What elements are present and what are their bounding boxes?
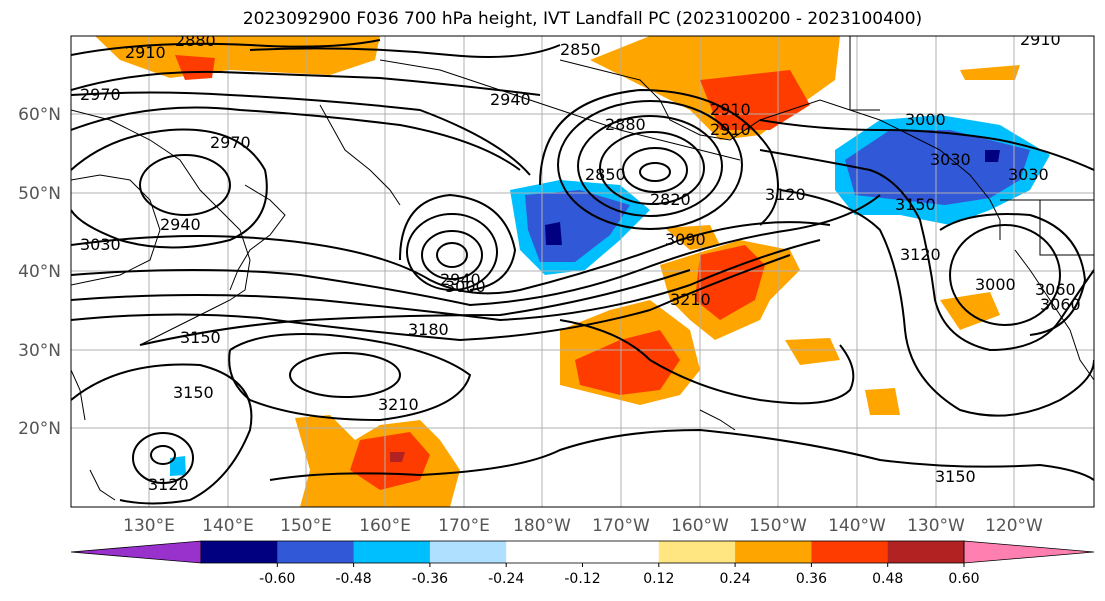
contour-label: 3060	[1035, 280, 1076, 299]
contour-label: 2940	[160, 215, 201, 234]
colorbar-swatch	[811, 541, 889, 563]
colorbar-swatch	[735, 541, 812, 563]
colorbar-tick-label: 0.12	[643, 571, 674, 587]
lon-label: 140°E	[202, 516, 254, 536]
colorbar-swatch	[201, 541, 278, 563]
colorbar-tick-label: -0.48	[335, 571, 371, 587]
contour-label: 2910	[125, 43, 166, 62]
colorbar-tick-label: -0.12	[564, 571, 600, 587]
lat-label: 30°N	[18, 341, 61, 361]
colorbar: -0.60 -0.48 -0.36 -0.24 -0.12 0.12 0.24 0.36 0.4…	[70, 540, 1095, 587]
lon-label: 150°E	[280, 516, 332, 536]
contour-label: 2850	[560, 40, 601, 59]
colorbar-tick-label: -0.36	[412, 571, 448, 587]
colorbar-swatch	[887, 541, 965, 563]
contour-label: 3120	[765, 185, 806, 204]
colorbar-swatch	[582, 541, 660, 563]
contour-label: 3000	[975, 275, 1016, 294]
contour-label: 3120	[148, 475, 189, 494]
colorbar-tick-label: 0.48	[872, 571, 903, 587]
contour-label: 3030	[80, 235, 121, 254]
contour-label: 2910	[710, 120, 751, 139]
graticule	[71, 36, 1094, 507]
lon-label: 160°W	[671, 516, 729, 536]
plot-frame	[70, 35, 1095, 508]
contour-label: 3120	[900, 245, 941, 264]
map-title: 2023092900 F036 700 hPa height, IVT Land…	[242, 9, 923, 29]
contour-label: 3150	[935, 467, 976, 486]
contour-label: 3030	[1008, 165, 1049, 184]
colorbar-tick-label: 0.36	[796, 571, 827, 587]
contour-label: 2820	[650, 190, 691, 209]
contour-label: 2880	[605, 115, 646, 134]
contour-label: 3090	[665, 230, 706, 249]
colorbar-extend-high	[963, 540, 1095, 564]
contour-label: 3180	[408, 320, 449, 339]
contour-label: 2850	[585, 165, 626, 184]
contour-label: 3210	[378, 395, 419, 414]
contour-label: 3150	[180, 328, 221, 347]
contour-label: 3030	[930, 150, 971, 169]
colorbar-tick-label: 0.24	[720, 571, 751, 587]
longitude-axis: 130°E 140°E 150°E 160°E 170°E 180°W 170°…	[123, 516, 1043, 536]
colorbar-tick-label: 0.60	[948, 571, 979, 587]
contour-label: 3060	[1040, 295, 1081, 314]
latitude-axis: 60°N 50°N 40°N 30°N 20°N	[18, 105, 61, 439]
lat-label: 20°N	[18, 419, 61, 439]
contour-label: 2910	[1020, 30, 1061, 49]
lon-label: 170°W	[592, 516, 650, 536]
contour-label: 3150	[895, 195, 936, 214]
colorbar-tick-label: -0.24	[488, 571, 524, 587]
contour-label: 2970	[210, 133, 251, 152]
contour-label: 2940	[440, 270, 481, 289]
contour-label: 2940	[490, 90, 531, 109]
colorbar-swatch	[277, 541, 355, 563]
contour-label: 3000	[905, 110, 946, 129]
contour-label: 2970	[80, 85, 121, 104]
contour-label: 2880	[175, 31, 216, 50]
lon-label: 160°E	[359, 516, 411, 536]
negative-shading	[170, 115, 1050, 476]
colorbar-swatch	[353, 541, 431, 563]
lon-label: 150°W	[749, 516, 807, 536]
lon-label: 180°W	[513, 516, 571, 536]
colorbar-tick-label: -0.60	[259, 571, 295, 587]
lon-label: 120°W	[985, 516, 1043, 536]
lon-label: 130°E	[123, 516, 175, 536]
contour-labels: 2850 2880 2910 2940 2970 2910 2940 2880 …	[80, 30, 1081, 494]
lon-label: 140°W	[828, 516, 886, 536]
colorbar-extend-low	[70, 540, 202, 564]
lat-label: 40°N	[18, 262, 61, 282]
contour-label: 3150	[173, 383, 214, 402]
lat-label: 50°N	[18, 184, 61, 204]
height-contours	[71, 39, 1094, 505]
colorbar-swatch	[506, 541, 583, 563]
colorbar-swatch	[658, 541, 736, 563]
lat-label: 60°N	[18, 105, 61, 125]
contour-label: 3000	[445, 277, 486, 296]
contour-label: 3210	[670, 290, 711, 309]
colorbar-swatch	[429, 541, 507, 563]
lon-label: 170°E	[438, 516, 490, 536]
contour-label: 2910	[710, 100, 751, 119]
lon-label: 130°W	[907, 516, 965, 536]
